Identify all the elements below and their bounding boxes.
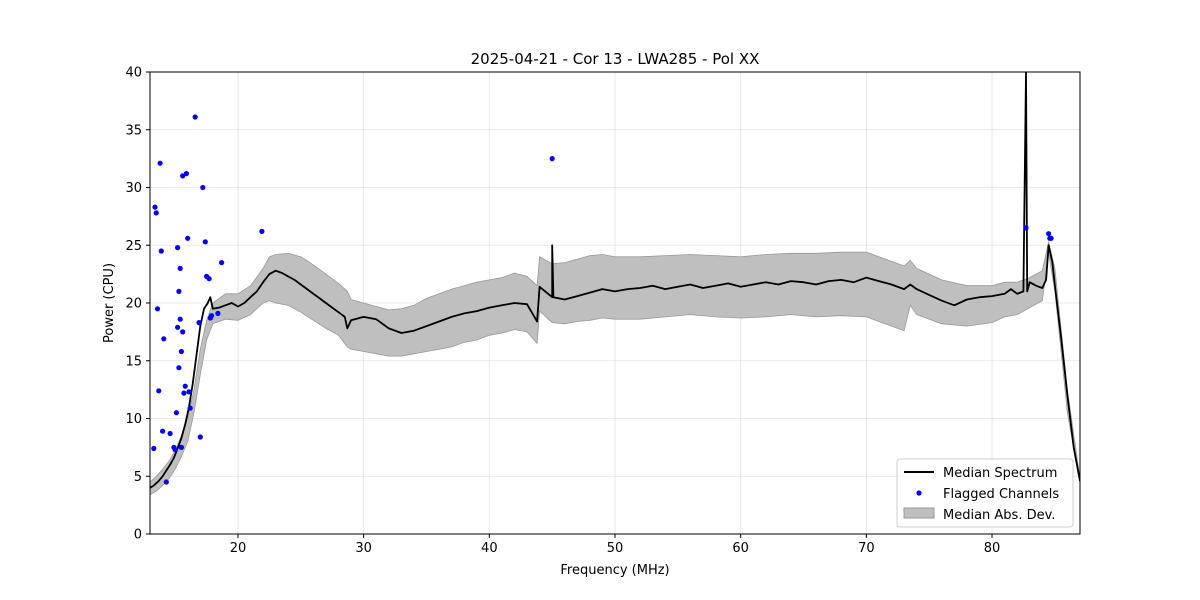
flagged-channel-point (177, 316, 183, 322)
y-tick-label: 0 (134, 528, 142, 543)
flagged-channel-point (152, 204, 158, 210)
flagged-channel-point (180, 173, 186, 179)
legend-box (896, 458, 1074, 528)
flagged-channel-point (202, 239, 208, 245)
flagged-channel-point (156, 388, 162, 394)
x-tick-label: 60 (732, 541, 749, 556)
y-axis-label: Power (CPU) (102, 263, 117, 343)
flagged-channel-point (215, 310, 221, 316)
flagged-channel-point (183, 171, 189, 177)
flagged-channel-point (158, 248, 164, 254)
flagged-points-layer (151, 114, 1054, 485)
flagged-channel-point (197, 434, 203, 440)
flagged-channel-point (178, 444, 184, 450)
flagged-channel-point (196, 320, 202, 326)
flagged-channel-point (187, 405, 193, 411)
flagged-channel-point (176, 365, 182, 371)
y-tick-label: 35 (125, 123, 142, 138)
legend-flagged-swatch (916, 490, 922, 496)
x-tick-label: 40 (481, 541, 498, 556)
flagged-channel-point (176, 288, 182, 294)
x-axis-label: Frequency (MHz) (560, 563, 669, 578)
flagged-channel-point (178, 348, 184, 355)
flagged-channel-point (549, 156, 555, 162)
x-tick-label: 30 (355, 541, 372, 556)
flagged-channel-point (161, 336, 167, 342)
flagged-channel-point (259, 228, 265, 234)
flagged-channel-point (200, 184, 206, 191)
median-spectrum-line (150, 72, 1080, 489)
legend-flagged-label: Flagged Channels (943, 487, 1059, 502)
x-axis-ticks: 20 30 40 50 60 70 80 (230, 534, 1001, 556)
legend-mad-label: Median Abs. Dev. (943, 508, 1055, 523)
mad-band (150, 241, 1080, 496)
mad-band-layer (150, 241, 1080, 496)
y-tick-label: 40 (125, 66, 142, 81)
legend-mad-swatch (903, 507, 935, 519)
flagged-channel-point (157, 160, 163, 166)
flagged-channel-point (154, 306, 161, 312)
flagged-channel-point (163, 479, 169, 485)
y-tick-label: 30 (125, 181, 142, 196)
flagged-channel-point (175, 324, 181, 330)
x-tick-label: 50 (607, 541, 624, 556)
flagged-channel-point (186, 389, 192, 395)
flagged-channel-point (209, 313, 215, 319)
median-line-layer (150, 72, 1080, 489)
x-tick-label: 20 (230, 541, 247, 556)
flagged-channel-point (151, 445, 157, 452)
flagged-channel-point (192, 114, 198, 120)
flagged-channel-point (175, 245, 181, 251)
y-tick-label: 5 (134, 470, 142, 485)
x-tick-label: 70 (858, 541, 875, 556)
flagged-channel-point (1048, 235, 1054, 241)
flagged-channel-point (173, 410, 179, 416)
x-tick-label: 80 (984, 541, 1001, 556)
y-tick-label: 25 (125, 239, 142, 254)
flagged-channel-point (172, 447, 178, 453)
flagged-channel-point (167, 430, 173, 437)
flagged-channel-point (182, 383, 188, 389)
legend-median-label: Median Spectrum (943, 466, 1057, 481)
chart-title: 2025-04-21 - Cor 13 - LWA285 - Pol XX (471, 50, 760, 68)
legend: Median Spectrum Flagged Channels Median … (896, 458, 1074, 528)
flagged-channel-point (206, 276, 212, 282)
flagged-channel-point (185, 235, 191, 241)
flagged-channel-point (219, 260, 225, 266)
y-tick-label: 20 (125, 297, 142, 312)
y-axis-ticks: 0 5 10 15 20 25 30 35 40 (125, 66, 150, 543)
flagged-channel-point (153, 210, 159, 216)
flagged-channel-point (1046, 231, 1052, 237)
y-tick-label: 15 (125, 354, 142, 369)
flagged-channel-point (181, 390, 187, 396)
flagged-channel-point (1023, 225, 1029, 231)
flagged-channel-point (180, 329, 186, 335)
flagged-channel-point (177, 265, 183, 271)
y-tick-label: 10 (125, 412, 142, 427)
flagged-channel-point (160, 428, 166, 434)
